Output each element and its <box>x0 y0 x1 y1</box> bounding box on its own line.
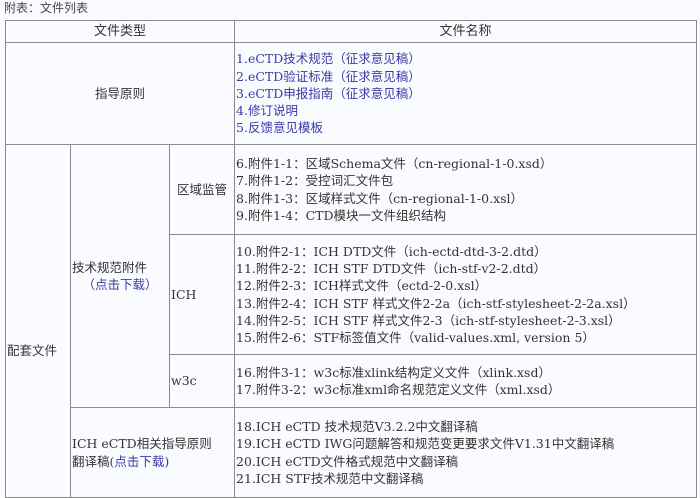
subcategory-regional: 区域监管 <box>168 144 236 235</box>
subcategory-ich: ICH <box>168 234 236 355</box>
w3c-list: 16.附件3-1：w3c标准xlink结构定义文件（xlink.xsd） 17.… <box>234 354 698 408</box>
translations-list: 18.ICH eCTD 技术规范V3.2.2中文翻译稿 19.ICH eCTD … <box>234 407 698 498</box>
translations-label: ICH eCTD相关指导原则 <box>72 436 212 452</box>
category-guidelines: 指导原则 <box>4 42 236 145</box>
table-row: w3c 16.附件3-1：w3c标准xlink结构定义文件（xlink.xsd）… <box>6 354 698 408</box>
list-item: 18.ICH eCTD 技术规范V3.2.2中文翻译稿 <box>236 418 478 434</box>
ich-list: 10.附件2-1：ICH DTD文件（ich-ectd-dtd-3-2.dtd）… <box>234 234 698 355</box>
list-item: 6.附件1-1：区域Schema文件（cn-regional-1-0.xsd） <box>236 155 553 171</box>
translations-cell: ICH eCTD相关指导原则 翻译稿(点击下载) <box>69 407 236 498</box>
table-caption: 附表：文件列表 <box>4 1 89 15</box>
table-row: 配套文件 技术规范附件 （点击下载） 区域监管 6.附件1-1：区域Schema… <box>5 144 698 498</box>
table-row: ICH 10.附件2-1：ICH DTD文件（ich-ectd-dtd-3-2.… <box>6 234 698 355</box>
file-link[interactable]: 5.反馈意见模板 <box>236 120 323 136</box>
list-item: 13.附件2-4：ICH STF 样式文件2-2a（ich-stf-styles… <box>236 295 636 311</box>
file-link[interactable]: 1.eCTD技术规范（征求意见稿） <box>236 51 421 67</box>
file-link[interactable]: 2.eCTD验证标准（征求意见稿） <box>236 68 421 84</box>
list-item: 7.附件1-2：受控词汇文件包 <box>236 173 394 189</box>
tech-spec-cell: 技术规范附件 （点击下载） <box>70 144 170 408</box>
file-list-table: 文件类型 文件名称 指导原则 1.eCTD技术规范（征求意见稿） 2.eCTD验… <box>4 20 698 498</box>
tech-spec-label: 技术规范附件 <box>72 259 148 275</box>
translations-download-link[interactable]: (点击下载) <box>109 453 170 469</box>
header-file-name: 文件名称 <box>234 20 698 43</box>
regional-list: 6.附件1-1：区域Schema文件（cn-regional-1-0.xsd） … <box>234 144 698 235</box>
list-item: 16.附件3-1：w3c标准xlink结构定义文件（xlink.xsd） <box>236 364 551 380</box>
tech-spec-download-link[interactable]: （点击下载） <box>82 277 158 292</box>
list-item: 15.附件2-6：STF标签值文件（valid-values.xml, vers… <box>236 330 595 346</box>
list-item: 11.附件2-2：ICH STF DTD文件（ich-stf-v2-2.dtd） <box>236 260 547 276</box>
subcategory-w3c: w3c <box>168 354 236 408</box>
list-item: 14.附件2-5：ICH STF 样式文件2-3（ich-stf-stylesh… <box>236 312 621 328</box>
list-item: 20.ICH eCTD文件格式规范中文翻译稿 <box>236 453 459 469</box>
list-item: 8.附件1-3：区域样式文件（cn-regional-1-0.xsl） <box>236 190 524 206</box>
list-item: 12.附件2-3：ICH样式文件（ectd-2-0.xsl） <box>236 278 488 294</box>
list-item: 10.附件2-1：ICH DTD文件（ich-ectd-dtd-3-2.dtd） <box>236 243 547 259</box>
header-row: 文件类型 文件名称 <box>4 20 698 43</box>
guideline-list: 1.eCTD技术规范（征求意见稿） 2.eCTD验证标准（征求意见稿） 3.eC… <box>234 42 698 145</box>
list-item: 9.附件1-4：CTD模块一文件组织结构 <box>236 207 447 223</box>
table-row: 指导原则 1.eCTD技术规范（征求意见稿） 2.eCTD验证标准（征求意见稿）… <box>4 42 698 145</box>
file-link[interactable]: 4.修订说明 <box>236 103 298 119</box>
list-item: 19.ICH eCTD IWG问题解答和规范变更要求文件V1.31中文翻译稿 <box>236 436 615 452</box>
list-item: 21.ICH STF技术规范中文翻译稿 <box>236 470 424 486</box>
file-link[interactable]: 3.eCTD申报指南（征求意见稿） <box>236 85 421 101</box>
header-file-type: 文件类型 <box>4 20 236 43</box>
category-supporting: 配套文件 <box>5 144 71 498</box>
list-item: 17.附件3-2：w3c标准xml命名规范定义文件（xml.xsd） <box>236 382 561 397</box>
table-row: ICH eCTD相关指导原则 翻译稿(点击下载) 18.ICH eCTD 技术规… <box>6 407 698 498</box>
